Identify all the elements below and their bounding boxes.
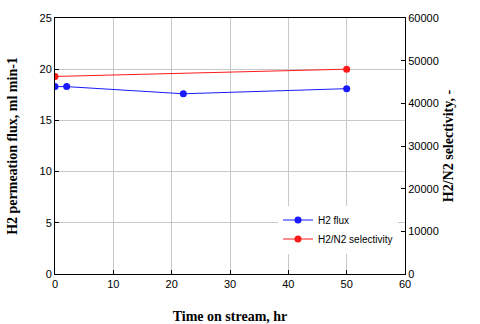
svg-text:5: 5 (46, 217, 52, 229)
svg-text:0: 0 (46, 268, 52, 280)
svg-text:10000: 10000 (408, 225, 439, 237)
svg-text:20: 20 (40, 63, 52, 75)
svg-text:50: 50 (341, 278, 353, 290)
svg-text:H2 flux: H2 flux (318, 215, 349, 226)
svg-text:40000: 40000 (408, 97, 439, 109)
svg-text:H2/N2 selectivity, -: H2/N2 selectivity, - (441, 89, 456, 202)
svg-text:20000: 20000 (408, 183, 439, 195)
svg-text:30: 30 (224, 278, 236, 290)
svg-text:Time on stream, hr: Time on stream, hr (173, 309, 288, 324)
svg-text:0: 0 (52, 278, 58, 290)
svg-text:H2 permeation flux, ml min-1: H2 permeation flux, ml min-1 (5, 57, 20, 235)
svg-text:25: 25 (40, 12, 52, 24)
svg-text:20: 20 (166, 278, 178, 290)
svg-text:0: 0 (408, 268, 414, 280)
svg-text:30000: 30000 (408, 140, 439, 152)
svg-text:50000: 50000 (408, 55, 439, 67)
svg-text:H2/N2 selectivity: H2/N2 selectivity (318, 234, 392, 245)
svg-text:40: 40 (282, 278, 294, 290)
svg-text:10: 10 (40, 165, 52, 177)
svg-text:60000: 60000 (408, 12, 439, 24)
svg-text:60: 60 (399, 278, 411, 290)
svg-text:10: 10 (107, 278, 119, 290)
svg-text:15: 15 (40, 114, 52, 126)
